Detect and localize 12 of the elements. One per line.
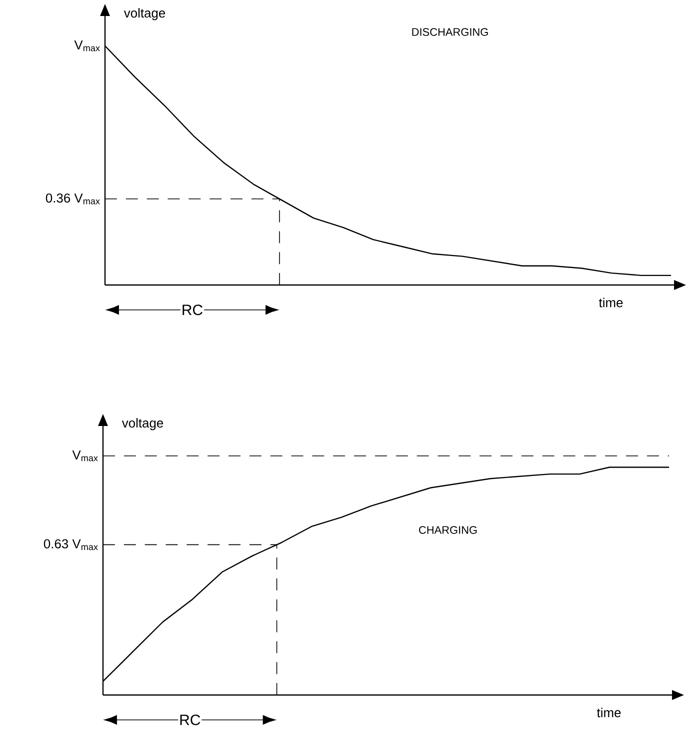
x-axis-title: time [596, 708, 621, 718]
y-axis-title: voltage [122, 418, 164, 430]
y-axis-title: voltage [124, 8, 166, 20]
chart-title: DISCHARGING [412, 28, 488, 36]
ref-line-label: 0.63 V$_{max}$ [44, 539, 98, 550]
x-axis-title: time [598, 298, 623, 308]
ref-line-label: 0.36 V$_{max}$ [46, 193, 100, 204]
ref-line-label: V$_{max}$ [72, 450, 98, 462]
text: RC [180, 714, 200, 726]
text: V$_{max}$ [74, 40, 100, 52]
text: RC [182, 304, 202, 316]
text: CHARGING [419, 526, 477, 534]
